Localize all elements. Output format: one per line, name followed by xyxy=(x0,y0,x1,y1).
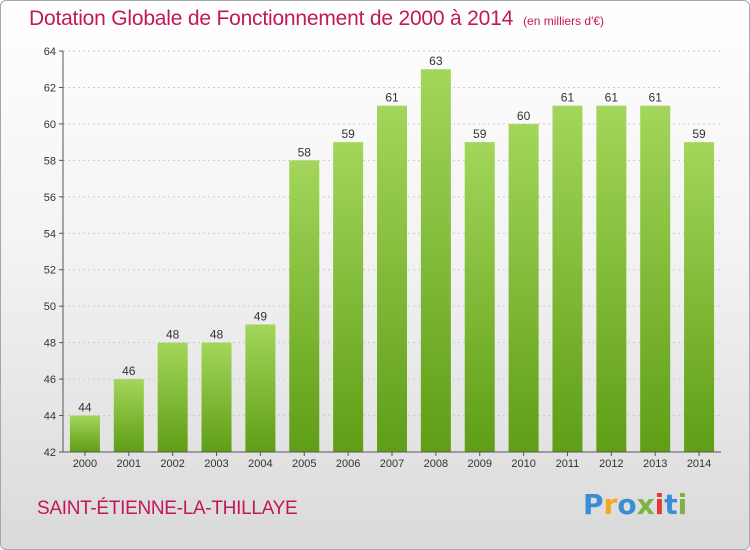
x-tick-label: 2010 xyxy=(511,458,535,470)
y-tick-label: 50 xyxy=(44,301,56,313)
axes xyxy=(59,50,721,456)
data-label-2004: 49 xyxy=(254,309,268,323)
bar-2000 xyxy=(69,415,100,452)
title-main: Dotation Globale de Fonctionnement de 20… xyxy=(29,7,514,30)
y-tick-label: 54 xyxy=(44,228,56,240)
y-tick-label: 46 xyxy=(44,374,56,386)
bar-2009 xyxy=(464,142,495,453)
y-tick-label: 64 xyxy=(44,46,56,58)
x-tick-label: 2004 xyxy=(248,458,272,470)
labels: 42 44 46 48 50 52 54 56 58 60 62 64 44 2000 46 2001 48 20… xyxy=(44,46,712,470)
x-tick-label: 2013 xyxy=(643,458,667,470)
data-label-2014: 59 xyxy=(692,127,706,141)
data-label-2006: 59 xyxy=(341,127,355,141)
brand-letter: P xyxy=(583,488,604,521)
x-tick-label: 2006 xyxy=(336,458,360,470)
x-tick-label: 2011 xyxy=(556,458,580,470)
bar-2001 xyxy=(113,379,144,452)
x-tick-label: 2014 xyxy=(687,458,711,470)
brand-letter: i xyxy=(654,488,665,521)
y-tick-label: 58 xyxy=(44,155,56,167)
bar-2002 xyxy=(157,342,188,452)
data-label-2008: 63 xyxy=(429,54,443,68)
brand-letter: o xyxy=(617,488,637,521)
bar-2012 xyxy=(596,105,627,452)
brand-letter: r xyxy=(603,488,618,521)
x-tick-label: 2009 xyxy=(467,458,491,470)
brand-letter: x xyxy=(636,488,655,521)
brand-letter: t xyxy=(664,488,678,521)
x-tick-label: 2012 xyxy=(599,458,623,470)
bar-2008 xyxy=(420,69,451,453)
y-tick-label: 60 xyxy=(44,119,56,131)
bar-2010 xyxy=(508,123,539,452)
x-tick-label: 2008 xyxy=(424,458,448,470)
data-label-2007: 61 xyxy=(385,91,399,105)
bar-2006 xyxy=(333,142,364,453)
y-tick-label: 48 xyxy=(44,338,56,350)
data-label-2013: 61 xyxy=(649,91,663,105)
data-label-2002: 48 xyxy=(166,328,180,342)
data-label-2009: 59 xyxy=(473,127,487,141)
bar-2013 xyxy=(640,105,671,452)
x-tick-label: 2003 xyxy=(204,458,228,470)
x-tick-label: 2000 xyxy=(73,458,97,470)
bar-2004 xyxy=(245,324,276,452)
y-tick-label: 62 xyxy=(44,82,56,94)
data-label-2010: 60 xyxy=(517,109,531,123)
y-tick-label: 52 xyxy=(44,265,56,277)
data-label-2005: 58 xyxy=(298,145,312,159)
chart-title: Dotation Globale de Fonctionnement de 20… xyxy=(29,7,604,31)
y-tick-label: 56 xyxy=(44,192,56,204)
data-label-2011: 61 xyxy=(561,91,575,105)
x-tick-label: 2005 xyxy=(292,458,316,470)
data-label-2000: 44 xyxy=(78,401,92,415)
y-tick-label: 42 xyxy=(44,447,56,459)
bar-2014 xyxy=(684,142,715,453)
x-tick-label: 2007 xyxy=(380,458,404,470)
title-unit: (en milliers d'€) xyxy=(523,14,605,28)
bar-2005 xyxy=(289,160,320,452)
data-label-2012: 61 xyxy=(605,91,619,105)
bar-2003 xyxy=(201,342,232,452)
brand-letter: i xyxy=(677,488,688,521)
y-tick-label: 44 xyxy=(44,411,56,423)
data-label-2003: 48 xyxy=(210,328,224,342)
x-tick-label: 2001 xyxy=(117,458,141,470)
commune-name: SAINT-ÉTIENNE-LA-THILLAYE xyxy=(37,498,298,519)
data-label-2001: 46 xyxy=(122,364,136,378)
bar-2011 xyxy=(552,105,583,452)
x-tick-label: 2002 xyxy=(160,458,184,470)
brand-logo: Proxiti xyxy=(583,488,687,521)
bars xyxy=(69,69,715,453)
bar-2007 xyxy=(377,105,407,452)
